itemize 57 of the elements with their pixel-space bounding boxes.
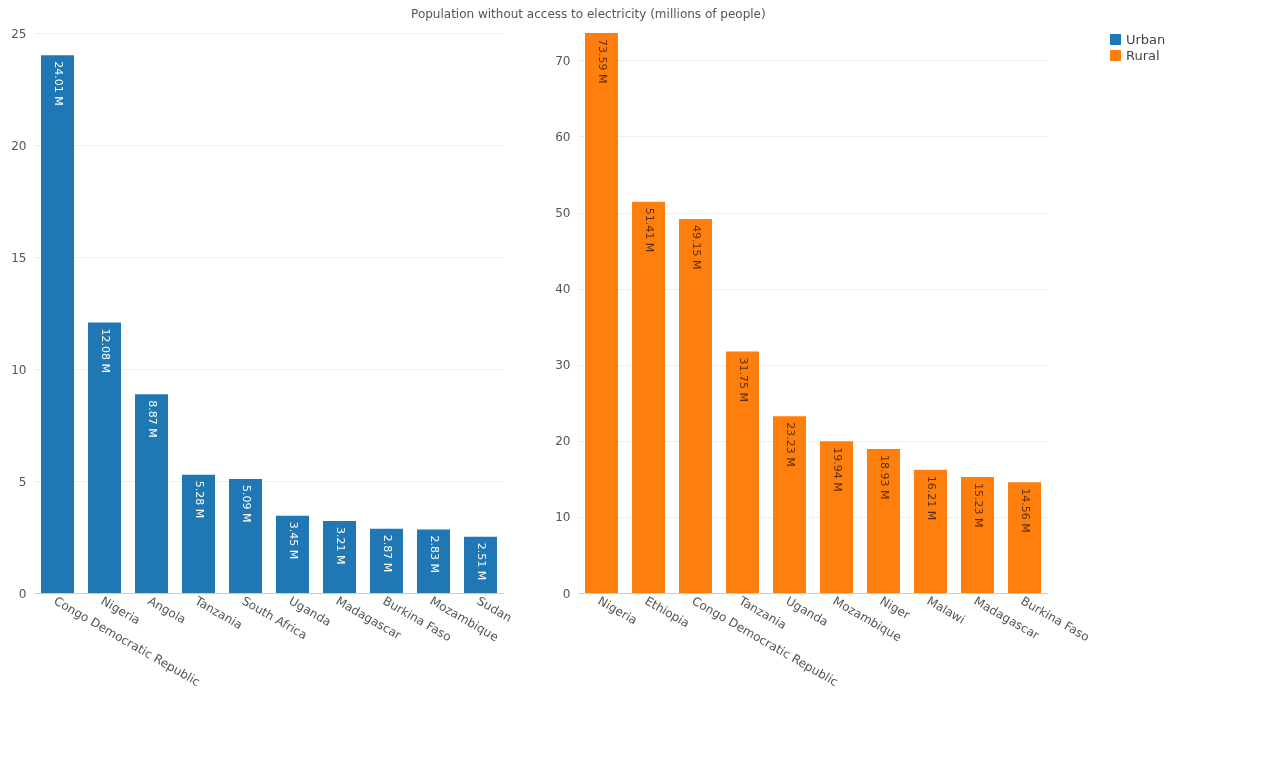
bar	[585, 33, 618, 593]
data-label: 5.09 M	[239, 484, 253, 523]
data-label: 23.23 M	[783, 422, 797, 467]
legend-label: Urban	[1126, 31, 1166, 47]
bar	[88, 322, 121, 593]
legend-label: Rural	[1126, 47, 1160, 63]
bar	[867, 448, 900, 593]
bar	[914, 469, 947, 593]
bar	[773, 416, 806, 593]
data-label: 3.21 M	[333, 527, 347, 565]
y-tick-label: 60	[555, 129, 571, 144]
y-tick-label: 25	[11, 26, 27, 41]
data-label: 2.87 M	[380, 534, 394, 573]
data-label: 19.94 M	[830, 447, 844, 492]
data-label: 2.83 M	[427, 535, 441, 574]
y-tick-label: 30	[555, 358, 571, 373]
data-label: 49.15 M	[689, 224, 703, 270]
data-label: 16.21 M	[924, 475, 938, 521]
y-tick-label: 0	[18, 586, 27, 601]
bar	[820, 441, 853, 593]
data-label: 3.45 M	[286, 521, 300, 560]
bar	[726, 351, 759, 593]
data-label: 73.59 M	[595, 39, 609, 84]
y-tick-label: 10	[11, 362, 27, 377]
data-label: 2.51 M	[474, 542, 488, 581]
text: Population without access to electricity (millions of people)	[411, 7, 766, 21]
y-tick-label: 15	[11, 250, 27, 265]
y-tick-label: 10	[555, 510, 571, 525]
data-label: 12.08 M	[98, 328, 112, 373]
y-tick-label: 5	[18, 474, 27, 489]
y-tick-label: 50	[555, 206, 571, 221]
bar	[276, 515, 309, 593]
data-label: 24.01 M	[51, 61, 65, 106]
y-tick-label: 20	[555, 434, 571, 449]
y-tick-label: 40	[555, 282, 571, 297]
bar	[135, 394, 168, 593]
bar	[41, 55, 74, 593]
y-tick-label: 20	[11, 138, 27, 153]
y-tick-label: 70	[555, 53, 571, 68]
bar	[464, 536, 497, 593]
bar	[961, 477, 994, 593]
data-label: 15.23 M	[971, 483, 985, 528]
data-label: 51.41 M	[642, 207, 656, 253]
bar	[182, 474, 215, 593]
data-label: 5.28 M	[192, 480, 206, 519]
bar	[632, 201, 665, 593]
data-label: 18.93 M	[877, 454, 891, 500]
y-tick-label: 0	[562, 586, 571, 601]
bar	[1008, 482, 1041, 593]
data-label: 31.75 M	[736, 357, 750, 402]
bar	[417, 529, 450, 593]
bar	[370, 528, 403, 593]
bar	[229, 478, 262, 593]
data-label: 14.56 M	[1018, 488, 1032, 533]
bar	[679, 218, 712, 593]
bar	[323, 521, 356, 593]
data-label: 8.87 M	[145, 400, 159, 438]
